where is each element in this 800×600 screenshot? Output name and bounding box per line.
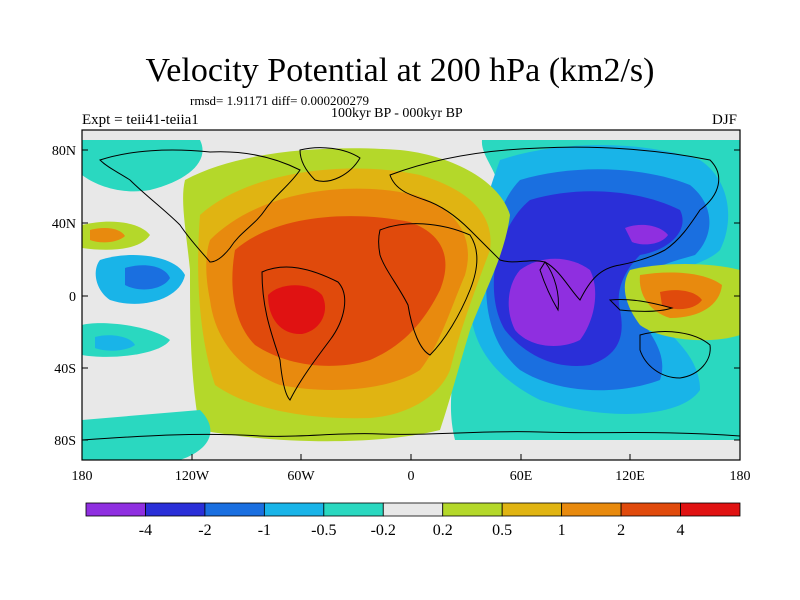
colorbar-swatch <box>263 502 325 517</box>
colorbar-label: 0.5 <box>492 522 512 539</box>
colorbar-swatch <box>620 502 681 517</box>
colorbar-swatch <box>442 502 503 517</box>
colorbar-label: -4 <box>139 522 152 539</box>
lat-labels: 80N 40N 0 40S 80S <box>52 144 76 449</box>
coast-eurasia <box>389 146 720 301</box>
colorbar: -4 -2 -1 -0.5 -0.2 0.2 0.5 1 2 4 <box>85 502 741 539</box>
colorbar-swatch <box>204 502 265 517</box>
coast-antarctica <box>82 431 740 441</box>
stats-text: rmsd= 1.91171 diff= 0.000200279 <box>190 93 369 108</box>
season-label: DJF <box>712 112 738 128</box>
lat-label: 40S <box>54 362 76 377</box>
field-neg-4 <box>508 258 596 346</box>
lat-label: 40N <box>52 217 76 232</box>
colorbar-label: -0.2 <box>371 522 396 539</box>
lat-ticks <box>82 149 740 441</box>
lon-label: 180 <box>730 469 751 484</box>
colorbar-swatch <box>145 502 206 517</box>
field-north-cyan <box>82 140 203 192</box>
colorbar-label: 2 <box>617 522 625 539</box>
colorbar-label: -0.5 <box>311 522 336 539</box>
lat-label: 80S <box>54 434 76 449</box>
lon-label: 120W <box>175 469 210 484</box>
colorbar-label: 0.2 <box>433 522 453 539</box>
coast-north-america <box>99 149 301 263</box>
lon-ticks <box>81 454 741 460</box>
colorbar-label: 4 <box>677 522 685 539</box>
coast-africa <box>378 223 478 356</box>
colorbar-swatch <box>85 502 146 517</box>
lon-label: 0 <box>408 469 415 484</box>
colorbar-swatch <box>680 502 741 517</box>
velocity-potential-field <box>82 130 740 460</box>
experiment-text: Expt = teii41-teiia1 <box>82 112 199 128</box>
colorbar-label: 1 <box>558 522 566 539</box>
colorbar-swatch <box>561 502 622 517</box>
colorbar-swatch <box>501 502 563 517</box>
field-left-neg-1 <box>125 265 170 290</box>
field-wedge-pos-1 <box>90 228 125 243</box>
coast-greenland <box>299 147 361 182</box>
coast-india <box>539 261 559 312</box>
field-pos-wpac-2 <box>660 290 702 310</box>
field-left-neg-05b <box>95 335 135 351</box>
colorbar-swatch <box>323 502 384 517</box>
field-south-cyan <box>82 410 211 460</box>
colorbar-swatch <box>382 502 444 517</box>
colorbar-label: -1 <box>258 522 271 539</box>
plot-title: Velocity Potential at 200 hPa (km2/s) <box>145 52 655 89</box>
field-neg-4b <box>625 224 668 245</box>
lon-label: 60W <box>287 469 315 484</box>
lon-label: 60E <box>510 469 533 484</box>
lat-label: 0 <box>69 290 76 305</box>
lat-label: 80N <box>52 144 76 159</box>
coastlines <box>82 146 740 441</box>
lon-label: 120E <box>615 469 645 484</box>
lon-labels: 180 120W 60W 0 60E 120E 180 <box>72 469 751 484</box>
field-pos-4 <box>268 285 326 335</box>
lon-label: 180 <box>72 469 93 484</box>
period-text: 100kyr BP - 000kyr BP <box>331 106 463 121</box>
coast-australia <box>639 331 711 379</box>
colorbar-label: -2 <box>198 522 211 539</box>
coast-south-america <box>261 266 346 401</box>
coast-indonesia <box>608 299 674 312</box>
